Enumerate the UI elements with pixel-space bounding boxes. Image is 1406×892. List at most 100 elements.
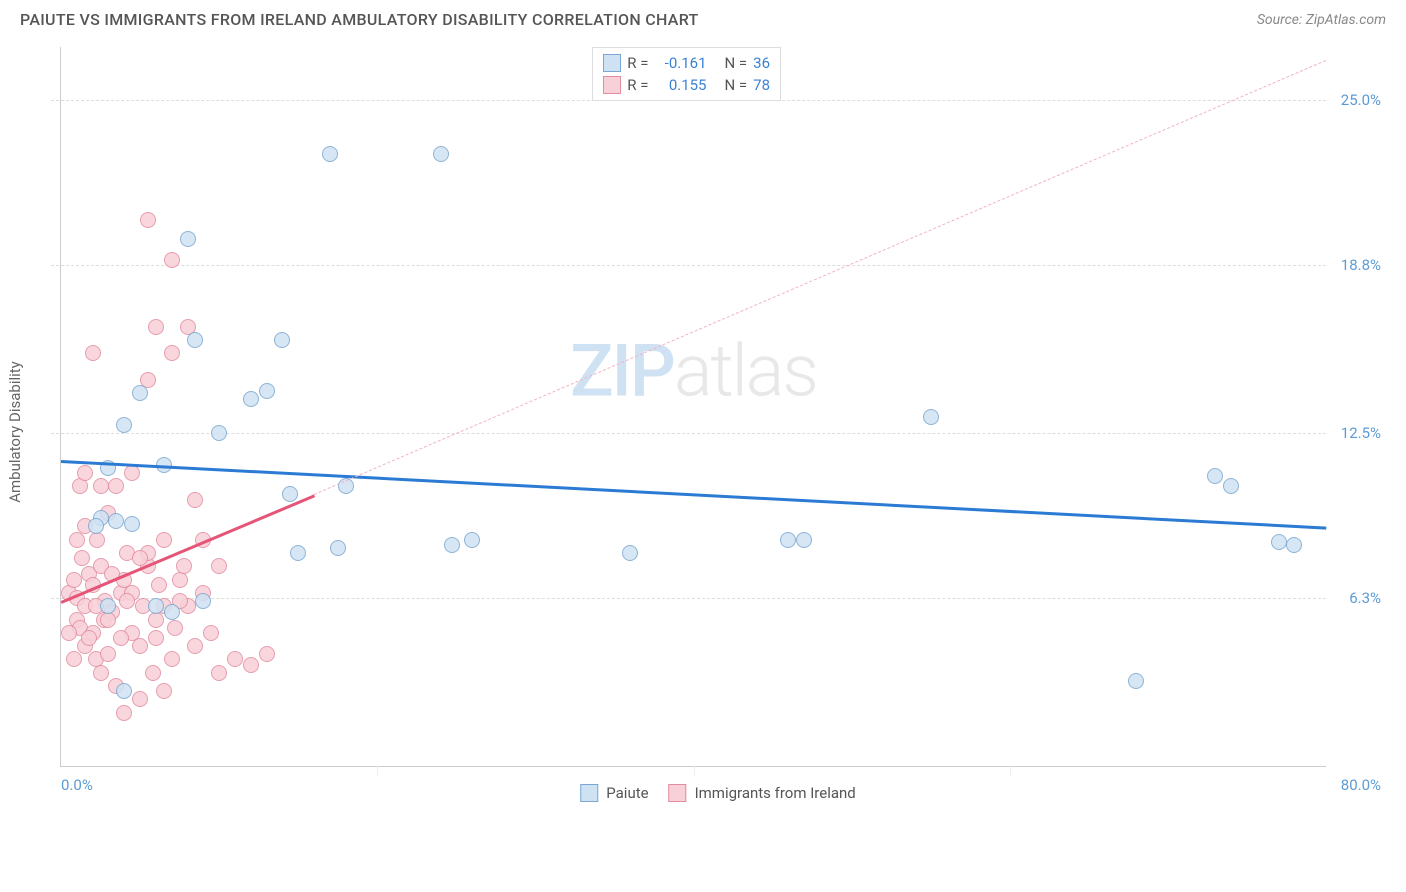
y-tick-label: 12.5% (1341, 424, 1381, 442)
data-point (93, 478, 109, 494)
series-legend: Paiute Immigrants from Ireland (580, 784, 856, 802)
data-point (322, 146, 338, 162)
y-tick-label: 6.3% (1349, 589, 1381, 607)
data-point (132, 638, 148, 654)
n-label: N = (725, 76, 748, 94)
data-point (330, 540, 346, 556)
correlation-legend: R = -0.161 N = 36 R = 0.155 N = 78 (592, 47, 781, 101)
data-point (187, 492, 203, 508)
chart-title: PAIUTE VS IMMIGRANTS FROM IRELAND AMBULA… (20, 10, 699, 29)
gridline-vertical (377, 766, 378, 776)
data-point (148, 630, 164, 646)
r-value: 0.155 (655, 76, 707, 94)
watermark-atlas: atlas (674, 328, 817, 413)
series-legend-item: Paiute (580, 784, 648, 802)
data-point (156, 683, 172, 699)
data-point (259, 646, 275, 662)
data-point (66, 651, 82, 667)
gridline-horizontal (51, 265, 1326, 266)
data-point (282, 486, 298, 502)
data-point (151, 577, 167, 593)
data-point (780, 532, 796, 548)
x-tick-label: 0.0% (61, 776, 93, 794)
data-point (119, 593, 135, 609)
x-tick-label: 80.0% (1341, 776, 1381, 794)
data-point (124, 516, 140, 532)
r-value: -0.161 (655, 54, 707, 72)
data-point (148, 319, 164, 335)
data-point (164, 252, 180, 268)
data-point (243, 391, 259, 407)
data-point (1223, 478, 1239, 494)
data-point (85, 345, 101, 361)
data-point (211, 665, 227, 681)
n-value: 78 (753, 76, 770, 94)
y-tick-label: 25.0% (1341, 91, 1381, 109)
trend-line (61, 460, 1326, 529)
data-point (180, 231, 196, 247)
legend-swatch (603, 54, 621, 72)
r-label: R = (627, 76, 648, 94)
gridline-vertical (694, 766, 695, 776)
gridline-vertical (1010, 766, 1011, 776)
trend-line-extrapolated (314, 60, 1326, 495)
data-point (77, 465, 93, 481)
data-point (164, 604, 180, 620)
watermark: ZIPatlas (570, 328, 817, 413)
chart-source: Source: ZipAtlas.com (1257, 12, 1386, 28)
legend-label: Paiute (606, 784, 648, 802)
correlation-legend-row: R = 0.155 N = 78 (603, 74, 770, 96)
data-point (211, 425, 227, 441)
data-point (1128, 673, 1144, 689)
n-value: 36 (753, 54, 770, 72)
data-point (74, 550, 90, 566)
gridline-horizontal (51, 598, 1326, 599)
data-point (100, 598, 116, 614)
correlation-legend-row: R = -0.161 N = 36 (603, 52, 770, 74)
data-point (167, 620, 183, 636)
data-point (148, 598, 164, 614)
data-point (227, 651, 243, 667)
data-point (100, 646, 116, 662)
data-point (132, 691, 148, 707)
data-point (187, 638, 203, 654)
data-point (156, 532, 172, 548)
data-point (132, 385, 148, 401)
data-point (108, 513, 124, 529)
data-point (116, 683, 132, 699)
data-point (290, 545, 306, 561)
chart-container: Ambulatory Disability ZIPatlas 6.3%12.5%… (50, 37, 1386, 827)
legend-swatch (603, 76, 621, 94)
n-label: N = (725, 54, 748, 72)
data-point (66, 572, 82, 588)
data-point (145, 665, 161, 681)
data-point (164, 651, 180, 667)
data-point (88, 518, 104, 534)
data-point (113, 630, 129, 646)
plot-area: ZIPatlas 6.3%12.5%18.8%25.0%0.0%80.0%R =… (60, 47, 1326, 767)
data-point (923, 409, 939, 425)
r-label: R = (627, 54, 648, 72)
data-point (195, 593, 211, 609)
legend-swatch (669, 784, 687, 802)
data-point (433, 146, 449, 162)
data-point (1271, 534, 1287, 550)
data-point (203, 625, 219, 641)
data-point (81, 630, 97, 646)
legend-label: Immigrants from Ireland (695, 784, 856, 802)
data-point (124, 465, 140, 481)
data-point (1207, 468, 1223, 484)
data-point (243, 657, 259, 673)
data-point (116, 417, 132, 433)
data-point (187, 332, 203, 348)
data-point (259, 383, 275, 399)
y-axis-label: Ambulatory Disability (6, 361, 24, 503)
data-point (116, 705, 132, 721)
legend-swatch (580, 784, 598, 802)
data-point (93, 665, 109, 681)
data-point (140, 212, 156, 228)
data-point (796, 532, 812, 548)
data-point (61, 625, 77, 641)
data-point (444, 537, 460, 553)
data-point (176, 558, 192, 574)
